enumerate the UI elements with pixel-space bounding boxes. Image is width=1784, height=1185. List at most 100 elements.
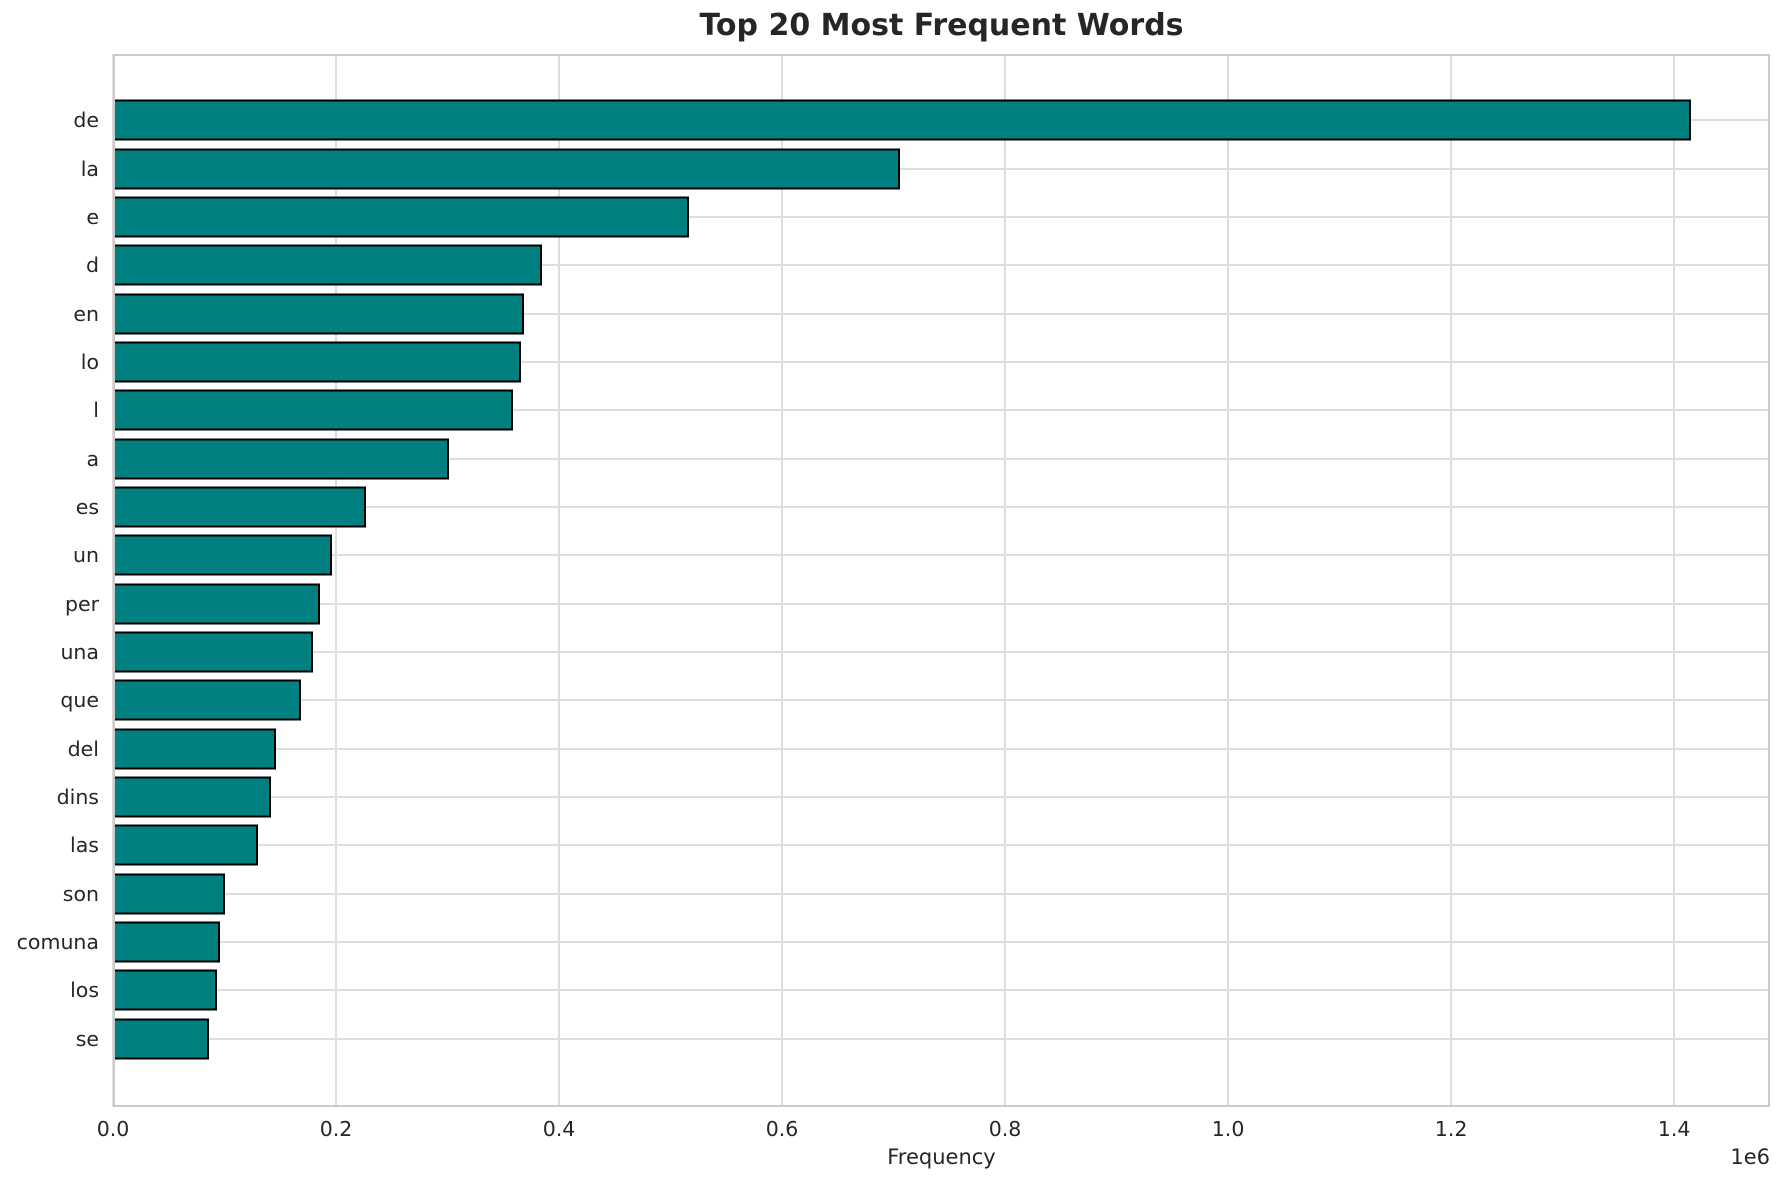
h-gridline [113, 215, 1770, 218]
bar-e [113, 196, 690, 238]
bar-per [113, 583, 321, 625]
chart-row-es: es [76, 483, 1770, 531]
x-tick-label-1.0: 1.0 [1211, 1117, 1245, 1141]
bar-l [113, 389, 514, 431]
x-axis-label: Frequency [887, 1145, 996, 1169]
h-gridline [113, 650, 1770, 653]
h-gridline [113, 795, 1770, 798]
y-tick-label-que: que [60, 688, 99, 713]
v-gridline-1.2 [1450, 54, 1453, 1107]
y-tick-label-son: son [62, 881, 99, 906]
chart-row-la: la [81, 144, 1770, 192]
y-tick-label-a: a [86, 446, 99, 471]
bar-a [113, 438, 449, 480]
h-gridline [113, 747, 1770, 750]
y-tick-label-es: es [75, 494, 99, 519]
h-gridline [113, 892, 1770, 895]
v-gridline-0.6 [781, 54, 784, 1107]
plot-area: de la e d en lo l a es un per una que del dins las son co… [17, 54, 1770, 1107]
bar-la [113, 148, 901, 190]
y-tick-label-dins: dins [56, 784, 99, 809]
chart-row-comuna: comuna [17, 918, 1770, 966]
bar-es [113, 486, 367, 528]
bar-rows: de la e d en lo l a es un per una que del dins las son co… [17, 54, 1770, 1107]
v-gridline-1.0 [1227, 54, 1230, 1107]
bar-un [113, 534, 332, 576]
h-gridline [113, 312, 1770, 315]
y-tick-label-un: un [73, 543, 99, 568]
x-tick-label-0.0: 0.0 [96, 1117, 130, 1141]
chart-row-a: a [86, 434, 1770, 482]
h-gridline [113, 941, 1770, 944]
y-tick-label-las: las [70, 833, 99, 858]
bar-las [113, 824, 258, 866]
x-tick-label-1.2: 1.2 [1434, 1117, 1468, 1141]
chart-row-que: que [60, 676, 1770, 724]
chart-row-d: d [86, 241, 1770, 289]
v-gridline-0.2 [335, 54, 337, 1107]
chart-row-e: e [86, 193, 1770, 241]
bar-los [113, 969, 217, 1011]
bar-lo [113, 341, 522, 383]
chart-row-del: del [68, 724, 1770, 772]
bar-comuna [113, 921, 221, 963]
chart-row-los: los [70, 966, 1770, 1014]
v-gridline-0.4 [558, 54, 561, 1107]
y-tick-label-d: d [85, 253, 99, 278]
x-tick-label-0.6: 0.6 [765, 1117, 799, 1141]
bar-en [113, 293, 525, 335]
y-tick-label-lo: lo [80, 349, 99, 374]
bar-del [113, 728, 276, 770]
y-tick-label-los: los [70, 978, 99, 1003]
y-tick-label-del: del [67, 736, 99, 761]
h-gridline [113, 167, 1770, 170]
h-gridline [113, 505, 1770, 508]
bar-se [113, 1018, 209, 1060]
h-gridline [113, 360, 1770, 363]
h-gridline [113, 409, 1770, 412]
bar-una [113, 631, 313, 673]
h-gridline [113, 457, 1770, 460]
x-tick-label-0.8: 0.8 [988, 1117, 1022, 1141]
chart-row-son: son [63, 870, 1770, 918]
chart-row-l: l [93, 386, 1770, 434]
chart-row-una: una [60, 628, 1770, 676]
bar-dins [113, 776, 272, 818]
chart-row-en: en [73, 289, 1770, 337]
h-gridline [113, 602, 1770, 605]
chart-row-se: se [76, 1015, 1770, 1063]
v-gridline-1.4 [1673, 54, 1676, 1107]
bar-d [113, 244, 543, 286]
chart-row-las: las [70, 821, 1770, 869]
y-tick-label-comuna: comuna [16, 930, 99, 955]
y-tick-label-l: l [93, 398, 99, 423]
chart-row-dins: dins [57, 773, 1770, 821]
y-tick-label-per: per [64, 591, 99, 616]
y-tick-label-e: e [86, 204, 99, 229]
chart-row-un: un [73, 531, 1770, 579]
x-tick-label-1.4: 1.4 [1657, 1117, 1691, 1141]
bar-son [113, 873, 225, 915]
h-gridline [113, 264, 1770, 267]
chart-row-per: per [65, 579, 1770, 627]
bar-de [113, 99, 1691, 141]
y-tick-label-de: de [73, 108, 99, 133]
v-gridline-0.8 [1004, 54, 1007, 1107]
x-tick-label-0.4: 0.4 [542, 1117, 576, 1141]
h-gridline [113, 844, 1770, 847]
h-gridline [113, 1037, 1770, 1040]
y-tick-label-la: la [80, 156, 99, 181]
chart-row-lo: lo [81, 338, 1770, 386]
x-tick-label-0.2: 0.2 [319, 1117, 353, 1141]
h-gridline [113, 989, 1770, 992]
chart-title: Top 20 Most Frequent Words [699, 8, 1184, 43]
h-gridline [113, 554, 1770, 557]
bar-que [113, 679, 302, 721]
chart-row-de: de [73, 96, 1770, 144]
h-gridline [113, 699, 1770, 702]
y-tick-label-una: una [60, 639, 99, 664]
axis-offset-text: 1e6 [1730, 1145, 1770, 1169]
y-tick-label-se: se [75, 1026, 99, 1051]
y-tick-label-en: en [73, 301, 99, 326]
